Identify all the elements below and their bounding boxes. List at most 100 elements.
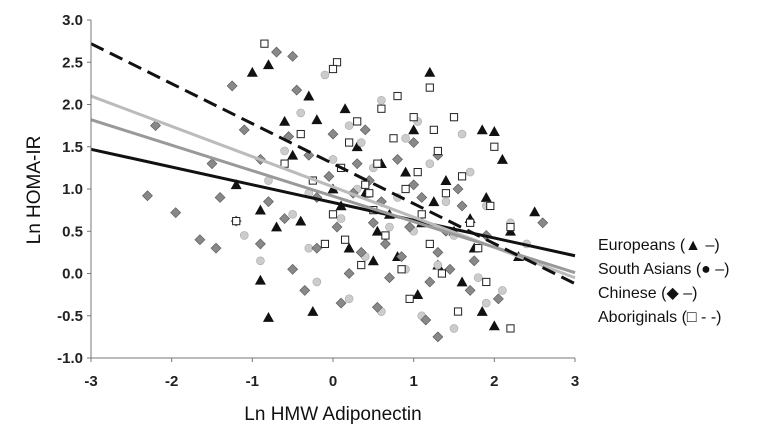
data-point-square xyxy=(490,142,499,151)
data-point-triangle xyxy=(303,90,315,101)
data-point-square xyxy=(457,172,467,181)
data-point-diamond xyxy=(279,213,291,224)
data-point-circle xyxy=(481,298,491,308)
data-point-circle xyxy=(473,273,483,283)
data-point-circle xyxy=(344,121,354,130)
data-point-triangle xyxy=(246,66,258,77)
data-point-diamond xyxy=(537,217,549,229)
data-point-circle xyxy=(296,108,306,118)
data-point-circle xyxy=(344,294,354,304)
data-point-circle xyxy=(320,70,330,80)
fit-line-triangle xyxy=(90,147,576,258)
data-point-triangle xyxy=(230,179,242,190)
data-point-diamond xyxy=(323,170,335,182)
data-point-diamond xyxy=(214,192,226,203)
data-point-square xyxy=(449,113,459,122)
data-point-triangle xyxy=(307,306,319,316)
data-point-triangle xyxy=(529,206,541,217)
y-tick-label: 2.5 xyxy=(62,54,83,71)
data-point-square xyxy=(353,117,362,126)
data-point-diamond xyxy=(367,217,379,229)
data-point-circle xyxy=(425,159,435,168)
y-tick-label: 1.5 xyxy=(62,139,83,156)
data-point-square xyxy=(341,235,350,244)
data-point-triangle xyxy=(408,124,420,135)
data-point-circle xyxy=(433,260,443,270)
data-point-square xyxy=(506,222,515,232)
data-point-diamond xyxy=(380,238,391,250)
legend: Europeans (▲ –) South Asians (● –) Chinese… xyxy=(598,237,730,326)
data-point-square xyxy=(345,138,354,147)
data-point-diamond xyxy=(150,120,161,132)
y-axis-title: Ln HOMA-IR xyxy=(24,136,45,245)
data-point-square xyxy=(232,217,241,226)
data-point-diamond xyxy=(335,297,347,309)
data-point-diamond xyxy=(226,80,238,92)
data-point-circle xyxy=(356,138,366,147)
y-tick-label: 3.0 xyxy=(62,12,83,29)
data-point-triangle xyxy=(440,175,452,185)
data-point-square xyxy=(373,159,382,168)
data-point-diamond xyxy=(206,158,218,170)
fit-line-square xyxy=(90,42,576,285)
data-point-triangle xyxy=(367,255,379,266)
data-point-square xyxy=(320,239,330,249)
data-point-diamond xyxy=(351,158,363,170)
data-point-diamond xyxy=(194,234,206,246)
data-point-square xyxy=(441,189,451,198)
data-point-triangle xyxy=(488,320,500,331)
data-point-triangle xyxy=(424,66,436,77)
data-point-diamond xyxy=(404,221,416,233)
x-tick-label: -2 xyxy=(165,373,178,390)
data-point-diamond xyxy=(456,200,468,212)
data-point-triangle xyxy=(254,274,266,285)
data-point-diamond xyxy=(303,149,315,161)
data-point-square xyxy=(328,64,338,74)
data-point-triangle xyxy=(428,196,440,207)
data-point-circle xyxy=(328,155,338,164)
data-point-triangle xyxy=(311,114,323,125)
data-point-square xyxy=(413,168,422,177)
data-point-diamond xyxy=(254,238,266,250)
data-point-circle xyxy=(457,129,467,139)
data-point-square xyxy=(401,184,410,194)
data-point-diamond xyxy=(263,196,274,208)
data-point-diamond xyxy=(396,251,407,263)
data-point-square xyxy=(377,104,386,113)
data-point-diamond xyxy=(311,242,323,254)
data-point-triangle xyxy=(496,153,508,164)
data-point-diamond xyxy=(210,242,222,254)
data-point-diamond xyxy=(444,263,456,275)
data-point-square xyxy=(482,277,491,287)
data-point-square xyxy=(417,210,426,219)
data-point-diamond xyxy=(464,284,476,296)
data-point-circle xyxy=(401,134,410,143)
data-point-triangle xyxy=(295,215,307,226)
data-point-square xyxy=(474,244,483,253)
data-point-circle xyxy=(377,95,386,105)
data-point-diamond xyxy=(142,190,153,202)
data-point-square xyxy=(429,125,438,134)
data-point-square xyxy=(409,113,418,122)
data-point-triangle xyxy=(271,221,283,232)
data-point-circle xyxy=(256,256,265,266)
data-point-triangle xyxy=(339,103,351,114)
data-point-square xyxy=(466,218,475,227)
y-tick-label: 2.0 xyxy=(62,97,83,114)
data-point-triangle xyxy=(262,59,274,70)
y-tick-label: 0.5 xyxy=(62,223,83,240)
x-tick-labels: -3 -2 -1 0 1 2 3 xyxy=(84,358,579,390)
legend-entry: Aboriginals (□ - -) xyxy=(598,309,721,326)
data-point-diamond xyxy=(371,301,383,313)
data-point-circle xyxy=(449,324,459,333)
data-point-square xyxy=(365,189,374,198)
x-tick-label: -3 xyxy=(84,373,97,390)
data-point-diamond xyxy=(359,124,371,136)
data-point-triangle xyxy=(262,311,274,322)
x-tick-label: 2 xyxy=(490,373,498,390)
data-point-diamond xyxy=(170,207,182,219)
data-point-triangle xyxy=(371,225,383,236)
data-point-diamond xyxy=(492,293,504,305)
data-point-circle xyxy=(385,222,394,232)
